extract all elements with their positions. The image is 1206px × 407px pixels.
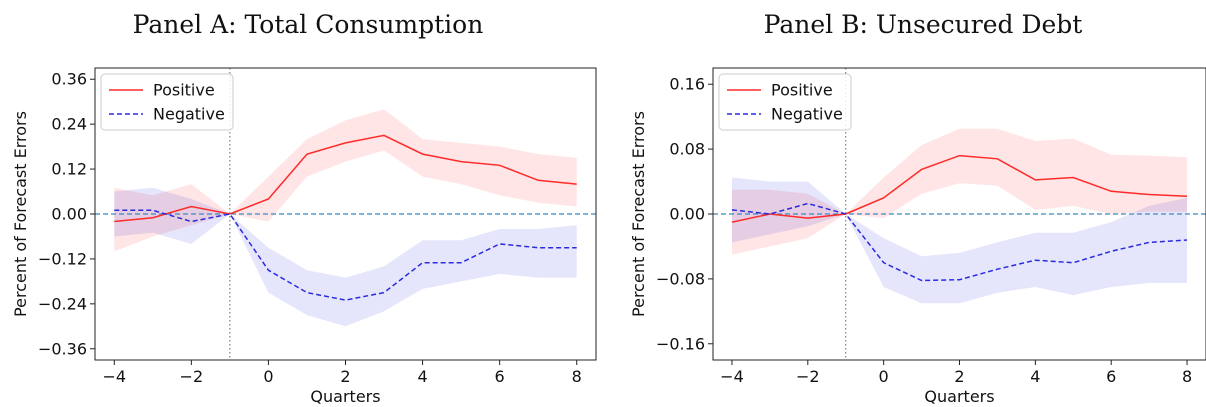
panel-b-y-tick-label: −0.08 xyxy=(656,269,705,288)
panel-b-negative-line xyxy=(731,202,1188,282)
panel-a-legend-negative-label: Negative xyxy=(153,105,225,124)
panel-b-title: Panel B: Unsecured Debt xyxy=(763,10,1083,39)
panel-a-y-tick-label: 0.00 xyxy=(51,205,87,224)
panel-b-chart: −0.16 −0.08 0.00 0.08 0.16 −4 −2 0 2 4 6 8 Quarters P… xyxy=(629,67,1206,406)
panel-a-y-tick-label: −0.36 xyxy=(38,339,87,358)
panel-b-y-tick-label: 0.08 xyxy=(669,140,705,159)
panel-b-x-tick-label: 8 xyxy=(1182,367,1192,386)
panel-b-x-tick-label: −2 xyxy=(796,367,820,386)
panel-a-legend-box xyxy=(100,73,234,131)
panel-b-positive-band xyxy=(732,128,1187,255)
panel-a-x-tick-label: 8 xyxy=(572,367,582,386)
panel-a-chart: −0.36 −0.24 −0.12 0.00 0.12 0.24 0.36 −4 −2 0 2 4 6 8… xyxy=(11,67,597,406)
panel-b-positive-line xyxy=(731,154,1188,223)
panel-a-y-tick-label: −0.12 xyxy=(38,249,87,268)
panel-a-legend: Positive Negative xyxy=(100,73,234,131)
panel-b-x-tick-label: 4 xyxy=(1030,367,1040,386)
panel-b-y-tick-label: 0.16 xyxy=(669,75,705,94)
panel-b-legend: Positive Negative xyxy=(718,73,852,131)
panel-b-y-axis-label: Percent of Forecast Errors xyxy=(629,111,648,317)
panel-a-title: Panel A: Total Consumption xyxy=(132,10,484,39)
panel-a-x-tick-label: 0 xyxy=(263,367,273,386)
panel-b-y-tick-label: 0.00 xyxy=(669,205,705,224)
panel-b-legend-negative-label: Negative xyxy=(771,105,843,124)
panel-b-y-tick-label: −0.16 xyxy=(656,334,705,353)
panel-a-x-tick-label: 4 xyxy=(417,367,427,386)
panel-b-x-tick-label: −4 xyxy=(720,367,744,386)
panel-b-negative-band xyxy=(732,177,1187,304)
panel-a-y-tick-label: 0.24 xyxy=(51,115,87,134)
panel-b-x-axis-label: Quarters xyxy=(924,387,994,406)
panel-a-y-tick-label: 0.12 xyxy=(51,160,87,179)
panel-b-x-tick-label: 2 xyxy=(954,367,964,386)
panel-b-legend-positive-label: Positive xyxy=(771,81,833,100)
panel-b-legend-box xyxy=(718,73,852,131)
panel-b-x-tick-label: 6 xyxy=(1106,367,1116,386)
panel-a-y-tick-label: −0.24 xyxy=(38,294,87,313)
panel-a-legend-positive-label: Positive xyxy=(153,81,215,100)
panel-a-x-tick-label: −4 xyxy=(102,367,126,386)
panel-a-y-axis-label: Percent of Forecast Errors xyxy=(11,111,30,317)
panel-a-x-tick-label: 2 xyxy=(340,367,350,386)
panel-a-x-axis-label: Quarters xyxy=(310,387,380,406)
panel-a-y-tick-label: 0.36 xyxy=(51,70,87,89)
panel-b-x-tick-label: 0 xyxy=(879,367,889,386)
panel-a-negative-band xyxy=(114,187,577,327)
panel-a-positive-band xyxy=(114,109,577,252)
panel-a-x-tick-label: 6 xyxy=(495,367,505,386)
panel-a-x-tick-label: −2 xyxy=(180,367,204,386)
panel-a-positive-line xyxy=(114,134,577,223)
